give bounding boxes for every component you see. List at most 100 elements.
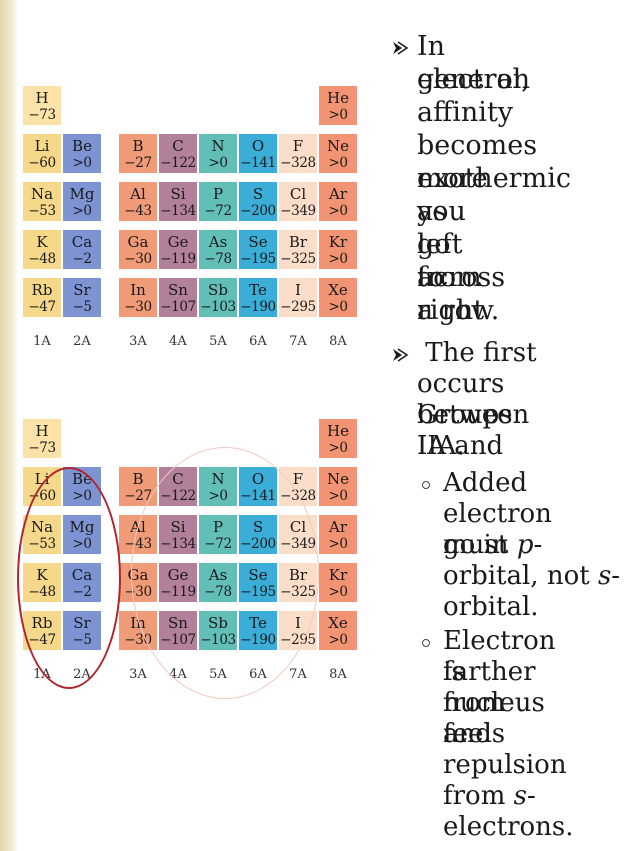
- element-cell-n: N >0: [198, 466, 238, 507]
- electron-affinity-value: −107: [160, 632, 196, 648]
- element-symbol: Br: [288, 566, 308, 584]
- electron-affinity-value: >0: [72, 488, 92, 504]
- element-symbol: He: [327, 422, 349, 440]
- element-cell-k: K −48: [22, 562, 62, 603]
- element-cell-ge: Ge −119: [158, 229, 198, 270]
- bullet-2-line: IIA.: [417, 431, 465, 461]
- element-cell-o: O −141: [238, 133, 278, 174]
- electron-affinity-value: −48: [28, 251, 56, 267]
- element-cell-f: F −328: [278, 133, 318, 174]
- element-symbol: Te: [249, 614, 267, 632]
- electron-affinity-value: −30: [124, 251, 152, 267]
- group-label: 6A: [249, 667, 267, 682]
- element-cell-cl: Cl −349: [278, 514, 318, 555]
- bullet-1-line: left to right: [417, 229, 485, 326]
- element-cell-al: Al −43: [118, 514, 158, 555]
- element-symbol: Cl: [289, 518, 307, 536]
- bullet-1-line: In general,: [417, 31, 530, 95]
- element-symbol: Mg: [69, 518, 95, 536]
- electron-affinity-value: −349: [280, 536, 316, 552]
- sub-bullet-2-line: from s-: [443, 781, 536, 811]
- element-symbol: I: [295, 614, 301, 632]
- electron-affinity-value: −53: [28, 536, 56, 552]
- element-cell-mg: Mg >0: [62, 514, 102, 555]
- element-symbol: F: [292, 470, 304, 488]
- element-symbol: Ge: [167, 566, 189, 584]
- element-cell-ge: Ge −119: [158, 562, 198, 603]
- electron-affinity-value: >0: [72, 155, 92, 171]
- electron-affinity-value: −47: [28, 632, 56, 648]
- electron-affinity-value: −30: [124, 299, 152, 315]
- element-cell-s: S −200: [238, 181, 278, 222]
- group-label: 1A: [33, 334, 51, 349]
- electron-affinity-value: >0: [328, 536, 348, 552]
- sub-bullet-2-line: Electron is: [443, 626, 556, 687]
- element-cell-ar: Ar >0: [318, 514, 358, 555]
- element-cell-n: N >0: [198, 133, 238, 174]
- element-symbol: Al: [130, 518, 146, 536]
- element-cell-sb: Sb −103: [198, 610, 238, 651]
- element-symbol: N: [211, 137, 225, 155]
- element-cell-br: Br −325: [278, 562, 318, 603]
- bullet-1-line: affinity: [417, 97, 514, 128]
- element-cell-sn: Sn −107: [158, 277, 198, 318]
- element-cell-rb: Rb −47: [22, 610, 62, 651]
- element-symbol: Rb: [31, 281, 53, 299]
- element-cell-in: In −30: [118, 277, 158, 318]
- element-symbol: P: [212, 185, 224, 203]
- electron-affinity-value: −78: [204, 251, 232, 267]
- electron-affinity-value: −122: [160, 155, 196, 171]
- element-cell-as: As −78: [198, 229, 238, 270]
- element-symbol: He: [327, 89, 349, 107]
- electron-affinity-value: −119: [160, 584, 196, 600]
- element-cell-c: C −122: [158, 466, 198, 507]
- electron-affinity-value: >0: [328, 632, 348, 648]
- element-cell-sn: Sn −107: [158, 610, 198, 651]
- element-cell-al: Al −43: [118, 181, 158, 222]
- element-cell-te: Te −190: [238, 610, 278, 651]
- element-cell-f: F −328: [278, 466, 318, 507]
- electron-affinity-value: −47: [28, 299, 56, 315]
- element-symbol: H: [35, 422, 49, 440]
- electron-affinity-value: >0: [328, 107, 348, 123]
- element-symbol: As: [208, 566, 228, 584]
- bullet-1-line: becomes more: [417, 130, 538, 194]
- element-cell-ne: Ne >0: [318, 466, 358, 507]
- group-label: 6A: [249, 334, 267, 349]
- electron-affinity-value: >0: [208, 488, 228, 504]
- element-cell-be: Be >0: [62, 466, 102, 507]
- element-cell-si: Si −134: [158, 181, 198, 222]
- element-cell-ca: Ca −2: [62, 229, 102, 270]
- element-symbol: S: [252, 518, 264, 536]
- element-symbol: Ne: [326, 470, 349, 488]
- electron-affinity-value: −195: [240, 251, 276, 267]
- group-label: 8A: [329, 334, 347, 349]
- element-cell-h: H −73: [22, 85, 62, 126]
- electron-affinity-value: >0: [328, 251, 348, 267]
- group-label: 7A: [289, 334, 307, 349]
- element-cell-te: Te −190: [238, 277, 278, 318]
- element-cell-s: S −200: [238, 514, 278, 555]
- electron-affinity-value: −30: [124, 584, 152, 600]
- electron-affinity-value: −5: [72, 299, 92, 315]
- element-symbol: Kr: [328, 566, 348, 584]
- electron-affinity-value: −60: [28, 155, 56, 171]
- element-cell-as: As −78: [198, 562, 238, 603]
- electron-affinity-value: −5: [72, 632, 92, 648]
- element-symbol: Be: [72, 470, 92, 488]
- element-cell-he: He >0: [318, 85, 358, 126]
- circle-bullet-icon: [422, 639, 430, 647]
- element-symbol: Na: [30, 518, 54, 536]
- electron-affinity-value: −60: [28, 488, 56, 504]
- electron-affinity-value: >0: [328, 488, 348, 504]
- sub-bullet-2-line: electrons.: [443, 812, 574, 842]
- element-cell-mg: Mg >0: [62, 181, 102, 222]
- element-symbol: Ga: [127, 233, 149, 251]
- element-symbol: Mg: [69, 185, 95, 203]
- element-cell-li: Li −60: [22, 466, 62, 507]
- element-cell-se: Se −195: [238, 562, 278, 603]
- electron-affinity-value: −78: [204, 584, 232, 600]
- sub-bullet-1-line: orbital.: [443, 592, 539, 622]
- electron-affinity-value: −72: [204, 536, 232, 552]
- element-cell-cl: Cl −349: [278, 181, 318, 222]
